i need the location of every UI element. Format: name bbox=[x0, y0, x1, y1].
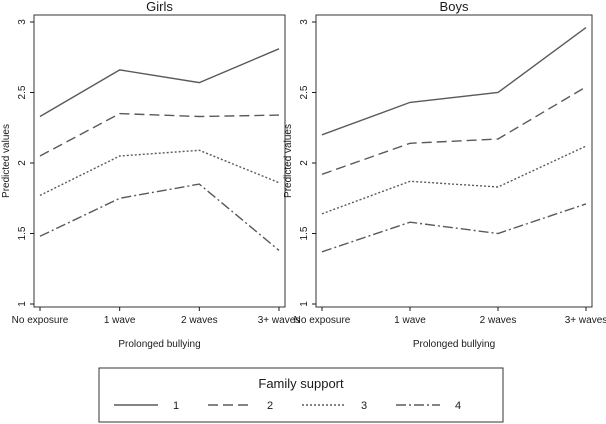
series-line-3 bbox=[39, 149, 280, 197]
x-axis-title: Prolonged bullying bbox=[118, 339, 200, 350]
x-tick-label: 2 waves bbox=[480, 315, 517, 326]
x-tick-label: 2 waves bbox=[181, 315, 218, 326]
y-tick-label: 2 bbox=[17, 160, 28, 166]
y-tick-label: 3 bbox=[299, 19, 310, 25]
y-tick-label: 3 bbox=[17, 19, 28, 25]
x-tick-label: 3+ waves bbox=[565, 315, 606, 326]
plot-area bbox=[315, 14, 593, 308]
y-tick-label: 2.5 bbox=[17, 85, 28, 99]
y-axis-title: Predicted values bbox=[283, 124, 294, 198]
y-tick-label: 1.5 bbox=[17, 226, 28, 240]
series-line-2 bbox=[39, 112, 280, 157]
panel-boys: Boys 1 1.5 2 2.5 3 Predicted values No exposure… bbox=[283, 0, 606, 350]
legend-entry-2: 2 bbox=[208, 400, 273, 412]
legend-label: 2 bbox=[267, 400, 273, 412]
y-tick-label: 2 bbox=[299, 160, 310, 166]
y-tick-label: 1 bbox=[299, 301, 310, 307]
y-tick-label: 2.5 bbox=[299, 85, 310, 99]
legend: Family support 1 2 3 4 bbox=[98, 367, 504, 423]
y-tick-label: 1 bbox=[17, 301, 28, 307]
series-line-4 bbox=[39, 183, 280, 251]
legend-entry-1: 1 bbox=[114, 400, 179, 412]
series-line-2 bbox=[321, 86, 587, 175]
panel-girls: Girls 1 1.5 2 2.5 3 Predicted values No exposur… bbox=[1, 0, 300, 350]
panel-title: Boys bbox=[440, 0, 469, 14]
x-tick-label: No exposure bbox=[294, 315, 351, 326]
x-tick-label: 3+ waves bbox=[258, 315, 301, 326]
legend-entry-3: 3 bbox=[302, 400, 367, 412]
panel-title: Girls bbox=[146, 0, 173, 14]
x-axis-title: Prolonged bullying bbox=[413, 339, 495, 350]
legend-box bbox=[98, 367, 504, 423]
legend-label: 3 bbox=[361, 400, 367, 412]
legend-entry-4: 4 bbox=[396, 400, 461, 412]
series-line-1 bbox=[39, 48, 280, 118]
y-tick-label: 1.5 bbox=[299, 226, 310, 240]
x-tick-label: No exposure bbox=[12, 315, 69, 326]
x-tick-label: 1 wave bbox=[394, 315, 426, 326]
legend-label: 1 bbox=[173, 400, 179, 412]
x-tick-label: 1 wave bbox=[104, 315, 136, 326]
y-axis-title: Predicted values bbox=[1, 124, 12, 198]
series-line-3 bbox=[321, 145, 587, 215]
legend-title: Family support bbox=[258, 376, 344, 391]
plot-area bbox=[33, 14, 286, 308]
legend-label: 4 bbox=[455, 400, 461, 412]
series-line-1 bbox=[321, 27, 587, 136]
